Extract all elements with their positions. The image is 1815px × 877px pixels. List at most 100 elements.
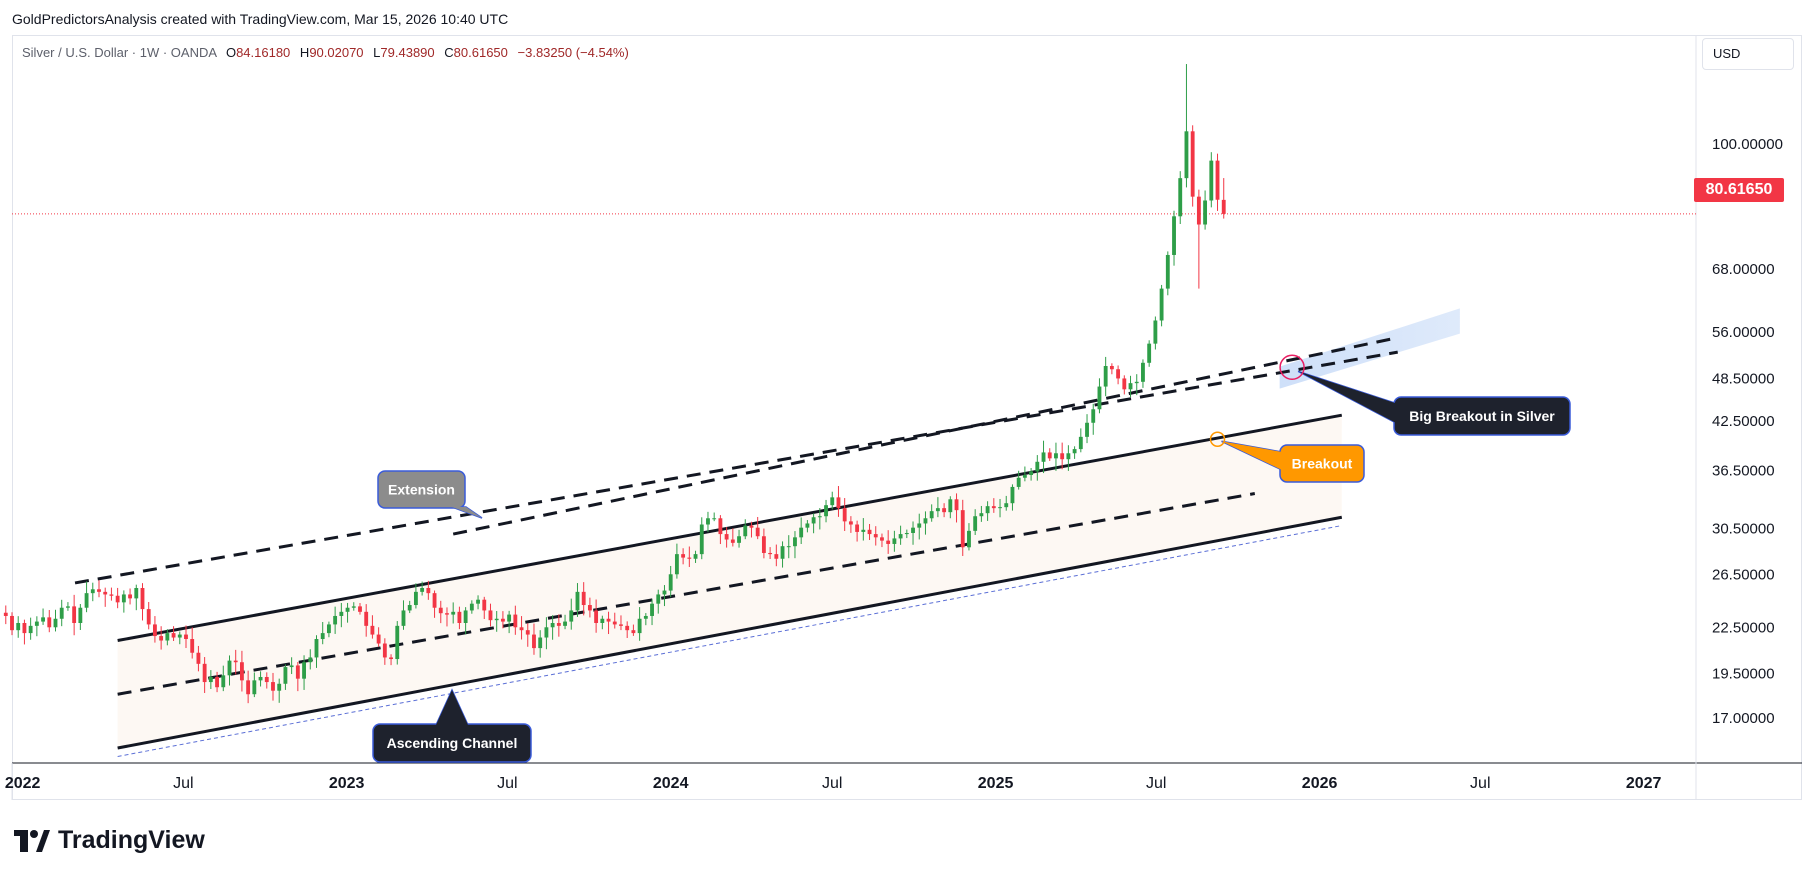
candle-body	[911, 527, 915, 534]
candle-body	[339, 611, 344, 616]
candle-body	[712, 518, 717, 520]
tradingview-logo[interactable]: TradingView	[14, 826, 205, 855]
candle-body	[295, 665, 300, 679]
price-axis-label: 100.00000	[1712, 136, 1783, 153]
candle-body	[78, 607, 83, 623]
candle-body	[109, 594, 114, 596]
candle-body	[128, 594, 132, 599]
high-value: 90.02070	[309, 45, 364, 60]
low-label: L	[373, 45, 381, 60]
candle-body	[445, 613, 449, 615]
symbol-legend[interactable]: Silver / U.S. Dollar · 1W · OANDA O84.16…	[22, 45, 629, 60]
candle-body	[923, 518, 928, 524]
candle-body	[413, 591, 418, 606]
candle-body	[289, 665, 294, 668]
candle-body	[948, 499, 953, 513]
big-breakout-callout: Big Breakout in Silver	[1297, 370, 1571, 436]
time-axis-label: Jul	[1470, 775, 1490, 792]
candle-body	[935, 508, 940, 512]
candle-body	[929, 511, 934, 519]
candle-body	[34, 621, 39, 626]
time-axis-label: 2022	[5, 775, 41, 792]
candle-body	[1178, 178, 1183, 217]
candle-body	[239, 662, 244, 681]
candle-body	[718, 518, 723, 535]
candle-body	[476, 599, 480, 604]
candle-body	[761, 536, 766, 553]
candle-body	[631, 630, 636, 634]
big-breakout-callout-label: Big Breakout in Silver	[1409, 408, 1555, 424]
candle-body	[463, 610, 468, 623]
candle-body	[221, 675, 226, 688]
currency-selector[interactable]: USD	[1702, 38, 1794, 70]
candle-body	[72, 606, 77, 623]
candle-body	[519, 627, 524, 631]
candle-body	[513, 614, 518, 628]
candle-body	[1109, 366, 1114, 370]
candle-body	[1147, 343, 1152, 363]
candle-body	[544, 627, 549, 638]
symbol-name[interactable]: Silver / U.S. Dollar · 1W · OANDA	[22, 45, 217, 60]
candle-body	[861, 529, 866, 532]
candle-body	[768, 552, 773, 555]
candle-body	[687, 557, 692, 559]
candle-body	[898, 534, 903, 539]
close-value: 80.61650	[453, 45, 508, 60]
candle-body	[855, 524, 860, 532]
candle-body	[662, 590, 667, 595]
candle-body	[500, 618, 505, 622]
candle-body	[140, 588, 145, 610]
breakout-marker	[1209, 431, 1226, 448]
extension-callout: Extension	[377, 470, 483, 519]
extension-callout-box	[377, 470, 466, 509]
price-axis-label: 56.00000	[1712, 324, 1775, 341]
tradingview-logo-icon	[14, 829, 50, 852]
price-axis[interactable]: 100.00000 68.00000 56.00000 48.50000 42.5000…	[1712, 136, 1783, 727]
candle-body	[53, 618, 58, 628]
candle-body	[836, 497, 841, 509]
channel-midline	[117, 492, 1256, 696]
candle-body	[848, 521, 853, 525]
candle-body	[998, 507, 1002, 509]
candle-body	[774, 554, 779, 559]
candle-body	[954, 499, 959, 511]
candle-body	[351, 606, 356, 608]
candle-body	[556, 622, 561, 626]
candle-body	[1196, 196, 1201, 225]
candle-body	[979, 513, 984, 517]
candle-body	[401, 610, 406, 626]
channel-fill	[117, 415, 1342, 749]
candle-body	[749, 525, 754, 528]
candle-body	[1128, 383, 1133, 390]
high-label: H	[299, 45, 310, 60]
candle-body	[215, 676, 219, 688]
candle-body	[569, 610, 574, 622]
candle-body	[159, 636, 164, 641]
candle-body	[1016, 477, 1021, 487]
candle-body	[643, 615, 648, 619]
candle-body	[730, 539, 735, 543]
candle-body	[494, 618, 499, 621]
candle-body	[575, 591, 580, 611]
candle-body	[1022, 475, 1027, 478]
candle-body	[432, 593, 437, 608]
candle-body	[10, 615, 14, 631]
candle-body	[41, 617, 45, 622]
time-axis[interactable]: 2022 Jul 2023 Jul 2024 Jul 2025 Jul 2026 Jul 2027	[5, 775, 1662, 792]
candle-body	[1103, 366, 1108, 387]
candle-body	[724, 534, 729, 540]
candle-body	[1029, 471, 1034, 476]
price-axis-label: 30.50000	[1712, 521, 1775, 538]
candle-body	[382, 643, 387, 658]
candle-body	[1035, 461, 1040, 472]
big-breakout-callout-pointer-cover	[1298, 371, 1398, 424]
open-label: O	[225, 45, 237, 60]
candle-body	[308, 657, 313, 663]
candle-body	[587, 605, 592, 611]
candle-body	[165, 633, 170, 641]
ascending-channel-callout-pointer-cover	[436, 690, 468, 725]
candle-body	[706, 518, 710, 525]
candle-body	[1159, 288, 1164, 321]
time-axis-label: Jul	[173, 775, 193, 792]
